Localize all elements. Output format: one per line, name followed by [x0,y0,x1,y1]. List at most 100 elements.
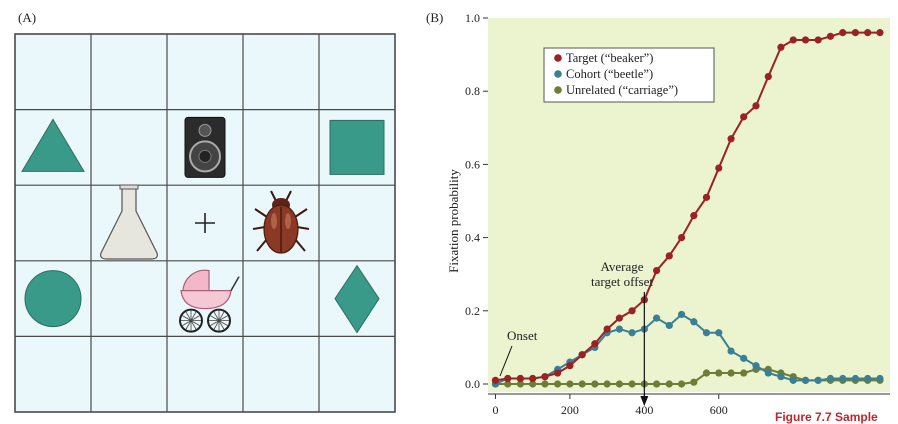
data-point [740,354,748,362]
data-point [764,72,772,81]
data-point [628,380,636,388]
data-point [839,29,847,37]
data-point [529,374,537,383]
data-point [541,373,549,381]
data-point [653,380,661,388]
data-point [529,380,537,388]
y-axis-label: Fixation probability [446,169,461,273]
data-point [665,321,673,330]
legend-entry: Target (“beaker”) [566,51,653,65]
data-point [864,29,872,37]
data-point [702,369,711,377]
data-point [740,369,748,377]
data-point [801,36,810,44]
data-point [740,113,748,121]
data-point [578,351,586,359]
data-point [789,376,797,384]
data-point [653,266,661,275]
data-point [715,329,723,337]
annotation-onset: Onset [507,328,538,343]
data-point [752,362,760,370]
data-point [839,374,847,383]
y-tick-label: 0.8 [465,84,480,98]
data-point [554,369,562,377]
data-point [504,374,512,383]
diamond-icon [334,264,380,334]
data-point [727,347,735,355]
data-point [814,36,822,44]
figure-caption: Figure 7.7 Sample [775,410,878,424]
square-icon [329,119,385,175]
annotation-offset: target offset [591,274,653,289]
beetle-icon [252,190,310,254]
data-point [702,329,711,337]
y-tick-label: 0.4 [465,231,480,245]
data-point [504,380,512,388]
y-tick-label: 0.0 [465,377,480,391]
data-point [876,29,884,37]
panel-b-label: (B) [426,10,443,25]
data-point [541,380,549,388]
data-point [615,380,623,388]
x-tick-label: 200 [561,403,579,417]
data-point [677,234,686,242]
data-point [702,193,711,201]
annotation-offset: Average [600,259,643,274]
data-point [851,374,859,383]
data-point [789,36,797,44]
fixation-chart: 0.0 0.2 0.4 0.6 0.8 1.0 0 200 400 600 Fixation pro… [446,11,890,417]
triangle-icon [21,118,85,172]
beaker-icon [100,184,158,260]
data-point [628,307,636,315]
data-point [516,374,524,383]
data-point [727,135,735,143]
data-point [777,373,785,381]
panel-a-label: (A) [18,10,36,25]
offset-arrow-head [640,396,649,406]
baby-carriage-icon [179,269,240,333]
legend-marker [554,54,562,62]
data-point [591,340,599,348]
data-point [715,164,723,172]
data-point [677,380,686,388]
data-point [864,374,872,383]
data-point [690,212,698,220]
data-point [665,252,673,260]
data-point [554,380,562,388]
legend-marker [554,70,562,78]
legend-entry: Cohort (“beetle”) [566,67,653,81]
x-tick-label: 400 [635,403,653,417]
data-point [603,380,611,388]
legend-box [543,47,715,103]
data-point [826,374,835,383]
data-point [615,314,623,322]
y-tick-label: 0.2 [465,304,480,318]
onset-pointer [499,345,513,377]
data-point [628,329,636,337]
circle-icon [24,270,82,328]
data-point [814,376,822,384]
data-point [677,310,686,319]
legend: Target (“beaker”) Cohort (“beetle”) Unrela… [543,47,715,103]
data-point [566,362,574,370]
data-point [690,318,698,326]
data-point [752,102,760,110]
data-point [591,380,599,388]
x-tick-label: 0 [492,403,498,417]
data-point [603,325,611,333]
legend-entry: Unrelated (“carriage”) [566,83,678,97]
fixation-cross-icon [195,213,215,233]
y-tick-label: 0.6 [465,157,480,171]
data-point [801,376,810,384]
x-tick-label: 600 [710,403,728,417]
data-point [665,380,673,388]
data-point [516,380,524,388]
data-point [727,369,735,377]
data-point [777,43,785,51]
y-tick-label: 1.0 [465,11,480,25]
visual-world-grid [14,33,396,413]
data-point [851,29,859,37]
data-point [764,369,772,377]
data-point [826,32,835,40]
